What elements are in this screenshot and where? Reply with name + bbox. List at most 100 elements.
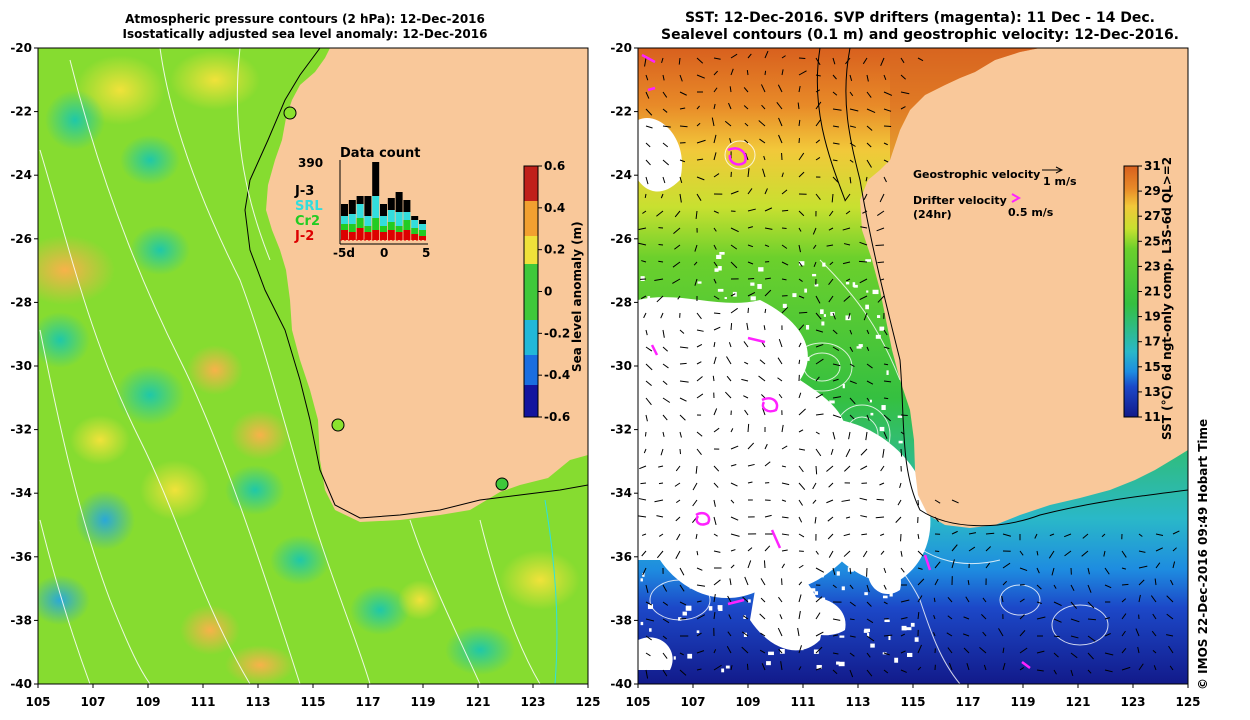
- velocity-arrow: [781, 563, 785, 569]
- cloud-speckle: [910, 622, 915, 627]
- coastal-contour: [845, 48, 1188, 527]
- velocity-arrow: [797, 627, 800, 637]
- velocity-arrow: [672, 278, 681, 284]
- velocity-arrow: [761, 394, 766, 399]
- tide-gauge-marker[interactable]: [283, 106, 297, 120]
- cloud-speckle: [879, 326, 885, 331]
- velocity-arrow: [662, 91, 668, 98]
- cloud-speckle: [680, 541, 686, 545]
- velocity-arrow: [897, 499, 902, 506]
- histogram-bar-segment: [419, 220, 426, 224]
- cloud-speckle: [873, 465, 879, 470]
- cloud-speckle: [822, 262, 826, 267]
- cloud-speckle: [718, 529, 725, 533]
- cloud-speckle: [881, 405, 886, 410]
- velocity-arrow: [730, 307, 738, 314]
- velocity-arrow: [934, 516, 939, 522]
- velocity-arrow: [798, 499, 803, 506]
- cloud-speckle: [673, 656, 676, 660]
- cloud-speckle: [734, 324, 741, 327]
- velocity-arrow: [730, 293, 736, 297]
- sla-blob: [225, 645, 295, 684]
- cloud-speckle: [841, 586, 845, 591]
- drifter-tracks[interactable]: [641, 53, 1031, 669]
- cloud-speckle: [643, 484, 649, 488]
- sla-blob: [120, 135, 180, 185]
- velocity-arrow: [764, 207, 773, 212]
- velocity-arrow: [900, 650, 906, 654]
- velocity-arrow: [877, 210, 885, 216]
- histogram-bar-segment: [403, 212, 411, 220]
- velocity-arrow: [900, 431, 905, 435]
- inset-xtick-start: -5d: [333, 246, 355, 260]
- velocity-arrow: [741, 631, 749, 637]
- velocity-arrow: [829, 261, 834, 266]
- velocity-arrow: [1051, 567, 1055, 576]
- sla-blob: [350, 585, 410, 635]
- cloud-speckle: [847, 567, 854, 572]
- velocity-arrow: [827, 516, 834, 522]
- cloud-speckle: [725, 665, 730, 669]
- velocity-arrow: [845, 516, 851, 519]
- velocity-arrow: [815, 465, 818, 475]
- velocity-arrow: [1170, 579, 1174, 586]
- velocity-arrow: [798, 119, 801, 127]
- velocity-arrow: [679, 159, 686, 163]
- sla-coastline: [244, 48, 588, 519]
- cloud-speckle: [801, 435, 808, 438]
- velocity-arrow: [730, 428, 734, 433]
- colorbar-tick: 0.2: [544, 243, 565, 257]
- velocity-arrow: [917, 666, 922, 671]
- cloud-speckle: [838, 661, 845, 667]
- velocity-arrow: [643, 448, 647, 454]
- velocity-arrow: [1087, 618, 1097, 621]
- velocity-arrow: [963, 647, 970, 654]
- cloud-speckle: [680, 322, 686, 325]
- velocity-arrow: [815, 343, 824, 348]
- velocity-arrow: [883, 414, 892, 422]
- sla-blob: [270, 535, 330, 585]
- velocity-arrow: [763, 325, 766, 331]
- cloud-speckle: [878, 537, 882, 541]
- cloud-speckle: [856, 346, 862, 349]
- velocity-arrow: [815, 612, 821, 620]
- velocity-arrow: [1104, 633, 1111, 637]
- cloud-speckle: [739, 327, 744, 333]
- cloud-speckle: [864, 592, 868, 596]
- cloud-speckle: [865, 259, 872, 262]
- velocity-arrow: [798, 610, 801, 620]
- cloud-speckle: [789, 334, 796, 338]
- velocity-arrow: [781, 278, 787, 281]
- cloud-speckle: [698, 363, 702, 367]
- cloud-speckle: [758, 352, 762, 357]
- velocity-arrow: [730, 445, 739, 450]
- x-tick-label: 109: [735, 695, 760, 709]
- velocity-arrow: [692, 482, 698, 491]
- velocity-arrow: [845, 210, 851, 215]
- cloud-speckle: [772, 612, 776, 616]
- cloud-speckle: [804, 288, 808, 293]
- velocity-arrow: [645, 380, 652, 387]
- velocity-arrow: [747, 463, 755, 467]
- cloud-speckle: [812, 488, 817, 493]
- velocity-arrow: [963, 616, 970, 620]
- y-tick-label: -26: [10, 232, 32, 246]
- velocity-arrow: [677, 295, 681, 300]
- tide-gauge-marker[interactable]: [495, 477, 509, 491]
- cloud-speckle: [820, 309, 824, 315]
- velocity-arrow: [1155, 562, 1161, 569]
- velocity-arrow: [679, 431, 682, 438]
- velocity-arrow: [1019, 550, 1024, 556]
- velocity-arrow: [815, 89, 821, 93]
- cloud-speckle: [767, 630, 772, 636]
- velocity-arrow: [985, 562, 991, 569]
- velocity-arrow: [832, 584, 837, 589]
- cloud-speckle: [809, 588, 816, 592]
- velocity-arrow: [826, 499, 834, 504]
- histogram-bar-segment: [411, 220, 419, 228]
- tide-gauge-marker[interactable]: [331, 418, 345, 432]
- velocity-arrow: [1103, 550, 1106, 557]
- velocity-arrow: [747, 547, 753, 552]
- cloud-speckle: [805, 325, 810, 330]
- velocity-arrow: [662, 601, 669, 606]
